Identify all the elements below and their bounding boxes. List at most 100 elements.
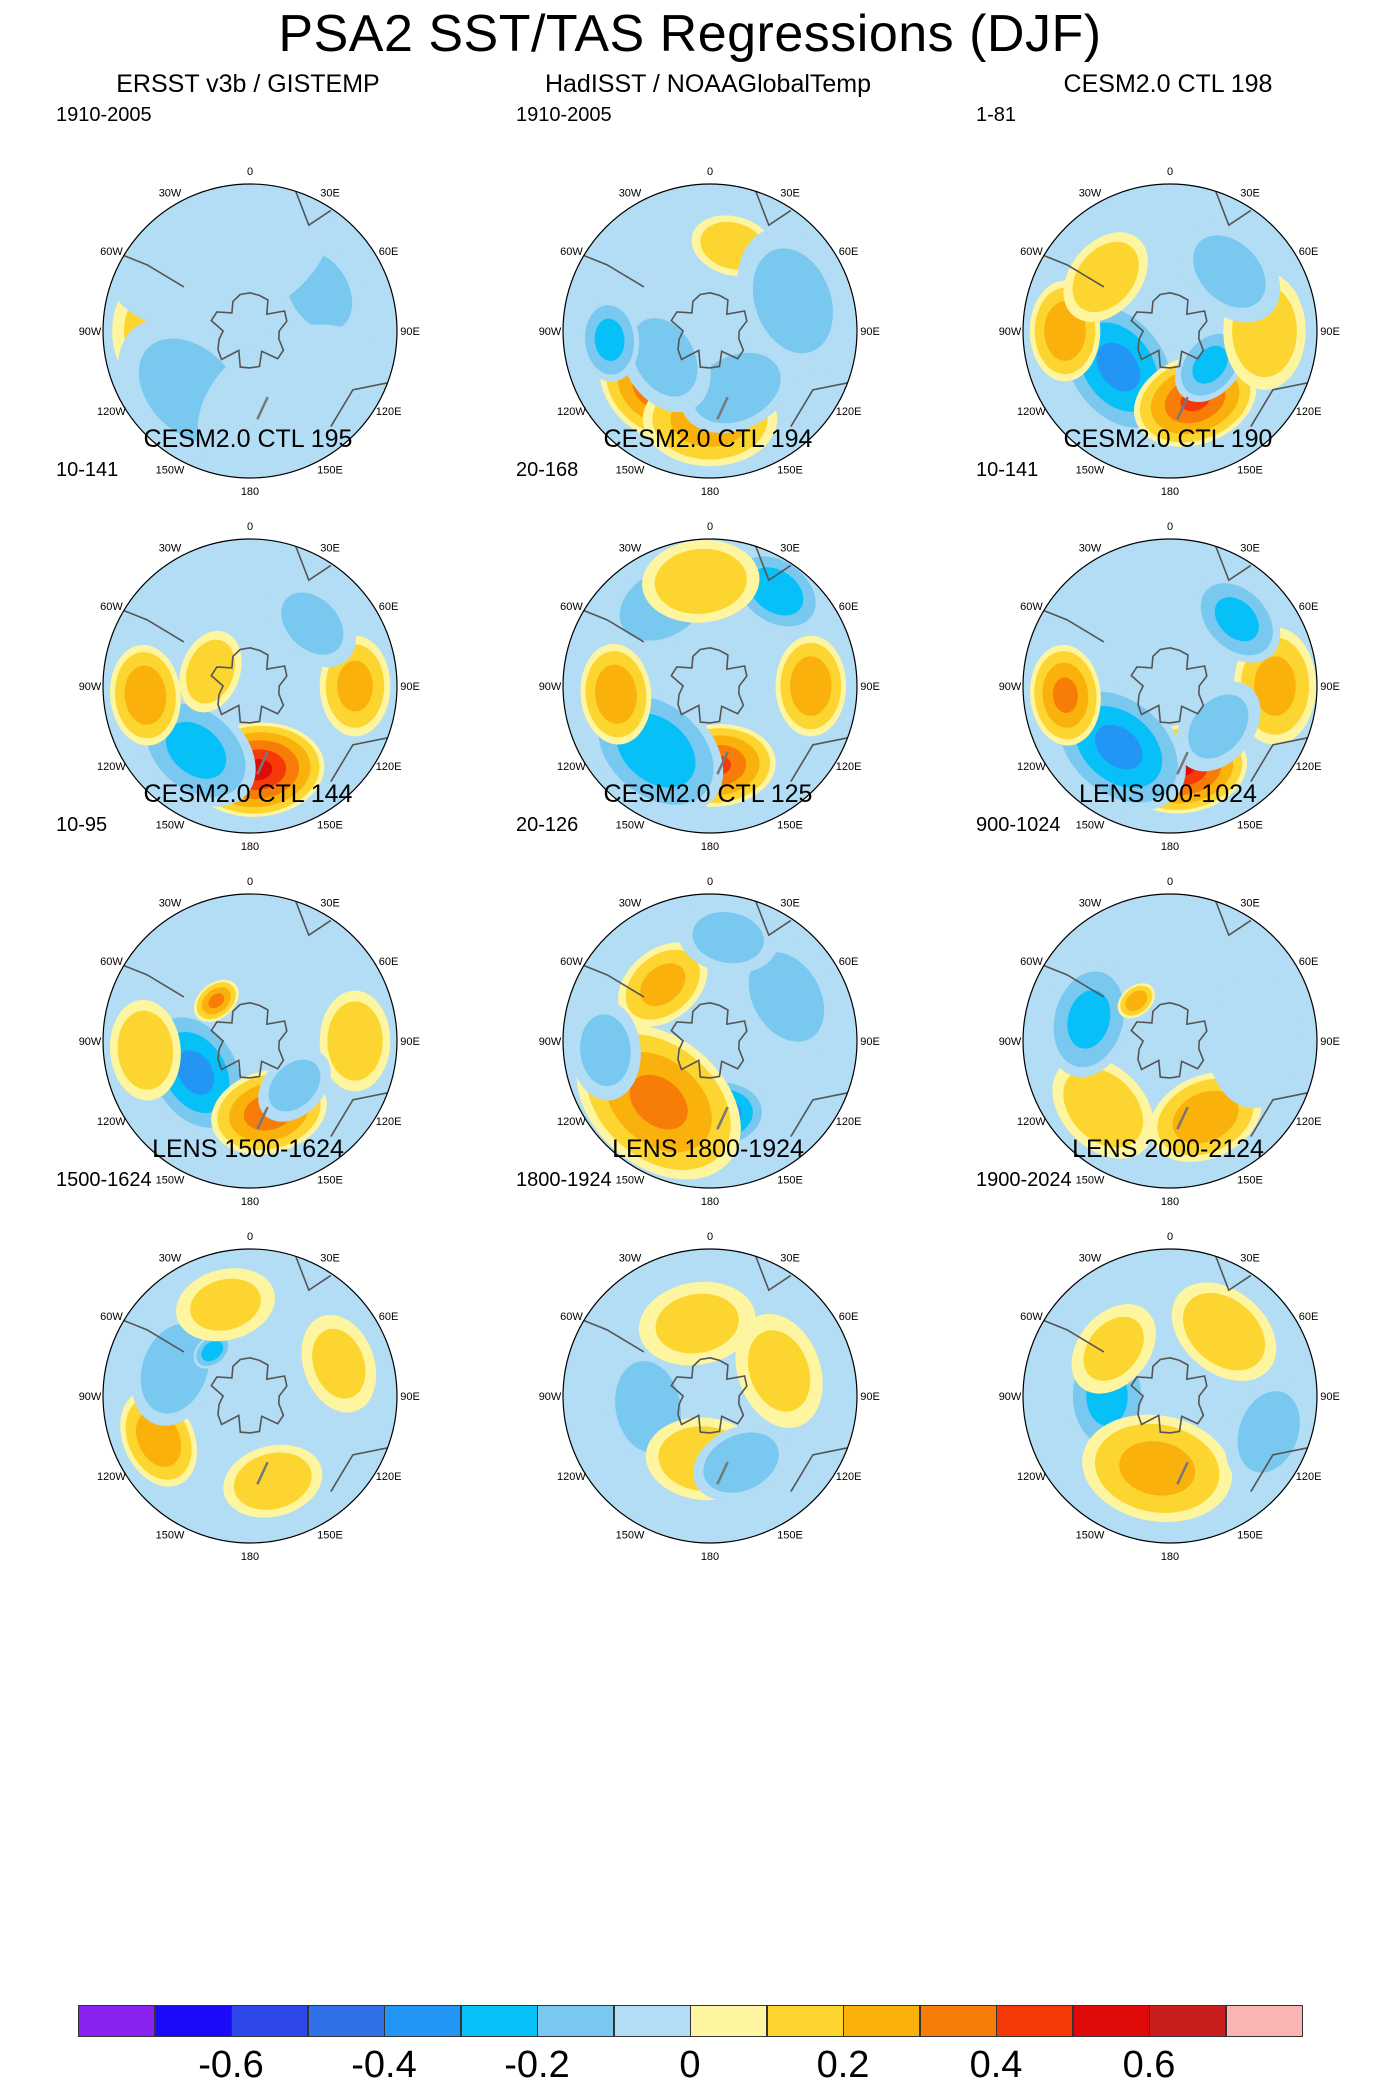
colorbar-swatch bbox=[460, 2005, 538, 2037]
colorbar-tick-label: 0.4 bbox=[969, 2044, 1023, 2086]
australia-coastline bbox=[330, 381, 390, 427]
anomaly-contour bbox=[749, 567, 804, 616]
panel-period: 1910-2005 bbox=[516, 104, 612, 126]
panel-period: 900-1024 bbox=[976, 814, 1061, 836]
antarctica-coastline bbox=[1130, 646, 1208, 724]
antarctica-coastline bbox=[1130, 291, 1208, 369]
map-boundary bbox=[562, 183, 858, 479]
africa-coastline bbox=[1213, 1251, 1252, 1292]
longitude-label: 60E bbox=[1299, 246, 1319, 258]
longitude-label: 60W bbox=[560, 956, 583, 968]
anomaly-contour bbox=[1067, 990, 1111, 1049]
longitude-label: 150E bbox=[777, 465, 803, 477]
longitude-label: 0 bbox=[1167, 1231, 1173, 1243]
anomaly-contour bbox=[165, 721, 227, 779]
australia-coastline bbox=[790, 1091, 850, 1137]
map-panel: 0 30E 60E 90E 120E 150E 180 150W 120W 90W 60W 30W CE… bbox=[938, 70, 1380, 540]
colorbar-tick-label: -0.6 bbox=[198, 2044, 264, 2086]
longitude-label: 90W bbox=[999, 681, 1022, 693]
longitude-label: 60W bbox=[100, 956, 123, 968]
colorbar-tick-label: 0 bbox=[679, 2044, 701, 2086]
longitude-label: 30W bbox=[1079, 1252, 1102, 1264]
longitude-label: 60E bbox=[1299, 956, 1319, 968]
longitude-label: 30W bbox=[619, 897, 642, 909]
new-zealand-coastline bbox=[256, 751, 269, 775]
longitude-label: 150W bbox=[1076, 820, 1105, 832]
colorbar-swatch bbox=[154, 2005, 232, 2037]
panel-period: 1800-1924 bbox=[516, 1169, 612, 1191]
longitude-label: 90E bbox=[860, 326, 880, 338]
colorbar-swatch bbox=[537, 2005, 614, 2037]
longitude-label: 150W bbox=[1076, 1175, 1105, 1187]
longitude-label: 150E bbox=[1237, 820, 1263, 832]
longitude-label: 0 bbox=[1167, 166, 1173, 178]
longitude-label: 30E bbox=[780, 1252, 800, 1264]
longitude-label: 60E bbox=[379, 1311, 399, 1323]
anomaly-contour bbox=[268, 1059, 321, 1112]
longitude-label: 150E bbox=[317, 1530, 343, 1542]
anomaly-contour bbox=[752, 248, 833, 354]
longitude-label: 150E bbox=[317, 1175, 343, 1187]
longitude-label: 120E bbox=[1296, 1116, 1322, 1128]
longitude-label: 120E bbox=[376, 406, 402, 418]
longitude-label: 120W bbox=[557, 406, 586, 418]
longitude-label: 0 bbox=[707, 876, 713, 888]
longitude-label: 120W bbox=[97, 1116, 126, 1128]
africa-coastline bbox=[1213, 896, 1252, 937]
longitude-label: 0 bbox=[247, 166, 253, 178]
anomaly-contour bbox=[1172, 1090, 1239, 1144]
africa-coastline bbox=[753, 541, 792, 582]
colorbar-swatch bbox=[78, 2005, 155, 2037]
panel-period: 1500-1624 bbox=[56, 1169, 152, 1191]
longitude-label: 180 bbox=[701, 486, 719, 498]
longitude-label: 90E bbox=[1320, 1391, 1340, 1403]
new-zealand-coastline bbox=[716, 751, 729, 775]
longitude-label: 180 bbox=[1161, 841, 1179, 853]
longitude-label: 30E bbox=[1240, 542, 1260, 554]
anomaly-contour bbox=[692, 912, 764, 964]
australia-coastline bbox=[1250, 1091, 1310, 1137]
longitude-label: 0 bbox=[1167, 876, 1173, 888]
africa-coastline bbox=[293, 896, 332, 937]
panel-period: 1910-2005 bbox=[56, 104, 152, 126]
anomaly-contour bbox=[117, 1010, 174, 1090]
polar-map: 0 30E 60E 90E 120E 150E 180 150W 120W 90W 60W 30W bbox=[539, 876, 880, 1208]
anomaly-contour bbox=[1063, 1067, 1144, 1148]
longitude-label: 120E bbox=[836, 1116, 862, 1128]
longitude-label: 120W bbox=[557, 1471, 586, 1483]
longitude-label: 60W bbox=[1020, 956, 1043, 968]
antarctica-coastline bbox=[210, 1356, 288, 1434]
longitude-label: 60W bbox=[560, 601, 583, 613]
longitude-label: 90E bbox=[1320, 326, 1340, 338]
polar-map: 0 30E 60E 90E 120E 150E 180 150W 120W 90W 60W 30W bbox=[79, 876, 420, 1208]
longitude-label: 150W bbox=[616, 1530, 645, 1542]
longitude-label: 120W bbox=[97, 761, 126, 773]
longitude-label: 60E bbox=[839, 601, 859, 613]
longitude-label: 30E bbox=[320, 187, 340, 199]
longitude-label: 90W bbox=[79, 1391, 102, 1403]
longitude-label: 30E bbox=[780, 542, 800, 554]
map-boundary bbox=[562, 893, 858, 1189]
anomaly-contour bbox=[176, 1050, 215, 1095]
map-panel: 0 30E 60E 90E 120E 150E 180 150W 120W 90W 60W 30W LE… bbox=[18, 1135, 478, 1605]
longitude-label: 30W bbox=[159, 542, 182, 554]
longitude-label: 150E bbox=[777, 1175, 803, 1187]
new-zealand-coastline bbox=[256, 396, 269, 420]
longitude-label: 30W bbox=[1079, 542, 1102, 554]
australia-coastline bbox=[790, 381, 850, 427]
longitude-label: 60E bbox=[1299, 1311, 1319, 1323]
longitude-label: 180 bbox=[1161, 1551, 1179, 1563]
longitude-label: 90W bbox=[539, 1036, 562, 1048]
anomaly-contour bbox=[654, 548, 747, 614]
panel-period: 10-141 bbox=[976, 459, 1039, 481]
panel-title: HadISST / NOAAGlobalTemp bbox=[544, 70, 872, 98]
longitude-label: 90W bbox=[539, 326, 562, 338]
longitude-label: 180 bbox=[241, 1551, 259, 1563]
longitude-label: 180 bbox=[701, 1551, 719, 1563]
polar-map: 0 30E 60E 90E 120E 150E 180 150W 120W 90W 60W 30W bbox=[999, 521, 1340, 853]
map-panel: 0 30E 60E 90E 120E 150E 180 150W 120W 90W 60W 30W CE… bbox=[18, 780, 478, 1250]
longitude-label: 120W bbox=[557, 1116, 586, 1128]
longitude-label: 150E bbox=[1237, 1530, 1263, 1542]
colorbar-swatch bbox=[690, 2005, 767, 2037]
longitude-label: 90E bbox=[400, 326, 420, 338]
